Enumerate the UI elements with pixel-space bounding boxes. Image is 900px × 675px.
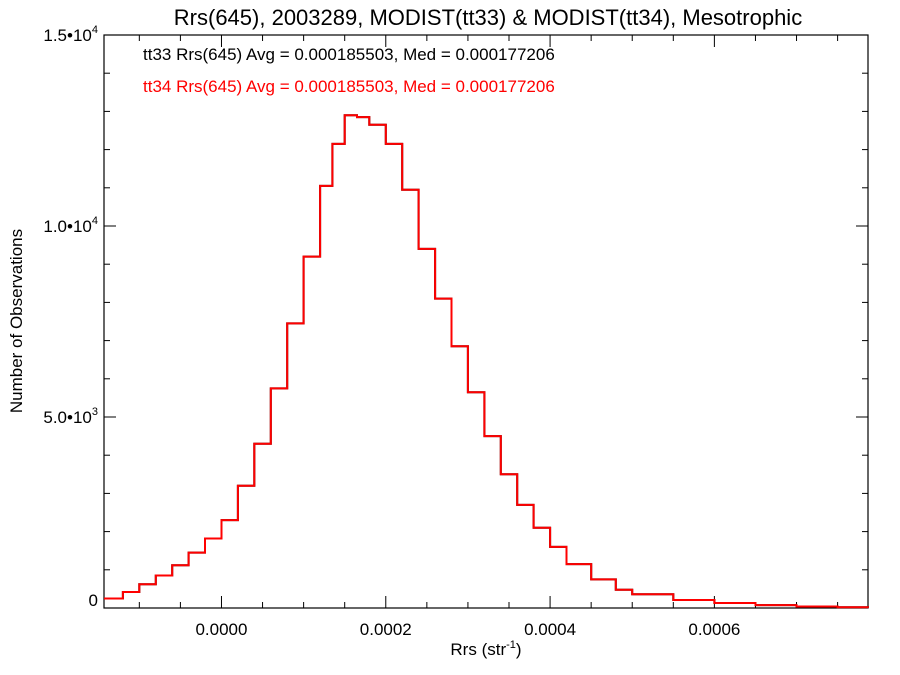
- y-tick-label: 5.0•103: [43, 406, 98, 427]
- series-line-0: [104, 114, 869, 609]
- chart-title: Rrs(645), 2003289, MODIST(tt33) & MODIST…: [174, 5, 802, 30]
- y-tick-label: 1.5•104: [43, 24, 98, 45]
- x-axis-label: Rrs (str-1): [450, 639, 521, 659]
- x-tick-label: 0.0006: [688, 620, 740, 639]
- y-tick-label: 1.0•104: [43, 215, 98, 236]
- x-tick-label: 0.0004: [524, 620, 576, 639]
- annotation-tt33: tt33 Rrs(645) Avg = 0.000185503, Med = 0…: [143, 45, 555, 64]
- plot-frame: [103, 34, 869, 609]
- y-axis-label: Number of Observations: [7, 229, 26, 413]
- annotation-tt34: tt34 Rrs(645) Avg = 0.000185503, Med = 0…: [143, 77, 555, 96]
- series-line-1: [104, 114, 869, 609]
- x-tick-label: 0.0002: [360, 620, 412, 639]
- x-tick-label: 0.0000: [195, 620, 247, 639]
- y-tick-label: 0: [89, 591, 98, 610]
